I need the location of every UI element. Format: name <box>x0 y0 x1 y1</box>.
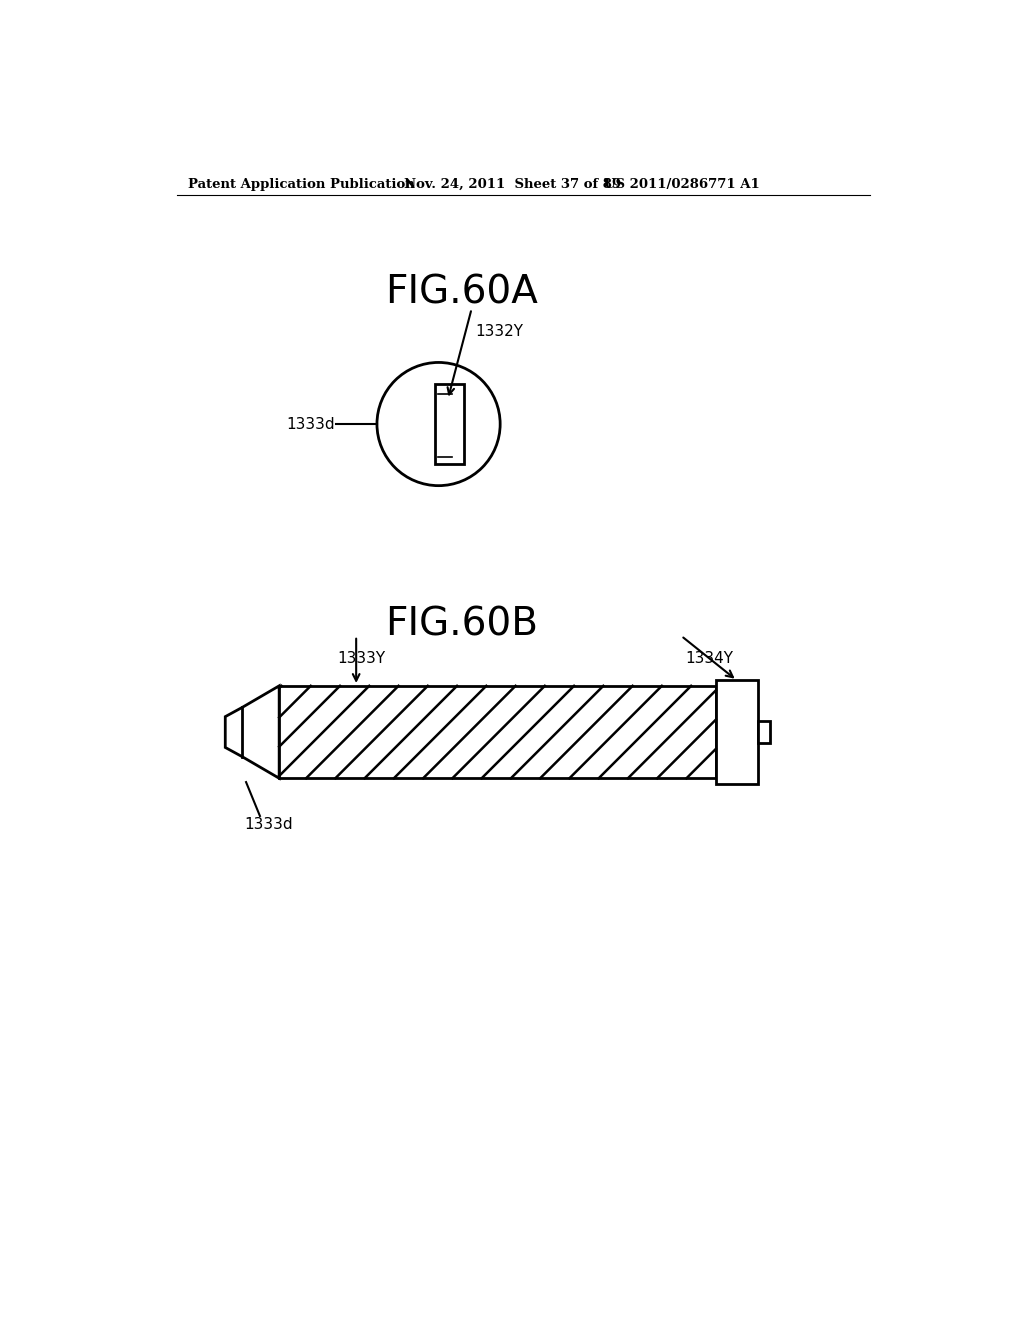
Text: Nov. 24, 2011  Sheet 37 of 89: Nov. 24, 2011 Sheet 37 of 89 <box>403 178 621 190</box>
Bar <box>758 721 770 743</box>
Bar <box>716 681 758 784</box>
Text: 1334Y: 1334Y <box>685 651 733 667</box>
Text: FIG.60A: FIG.60A <box>385 275 538 312</box>
Bar <box>435 384 464 465</box>
Text: Patent Application Publication: Patent Application Publication <box>188 178 415 190</box>
Bar <box>280 686 716 779</box>
Text: FIG.60B: FIG.60B <box>385 605 539 643</box>
Text: 1333d: 1333d <box>245 817 293 832</box>
Text: US 2011/0286771 A1: US 2011/0286771 A1 <box>604 178 760 190</box>
Text: 1333d: 1333d <box>286 417 335 432</box>
Polygon shape <box>225 686 280 779</box>
Text: 1332Y: 1332Y <box>475 323 523 339</box>
Text: 1333Y: 1333Y <box>337 651 385 667</box>
